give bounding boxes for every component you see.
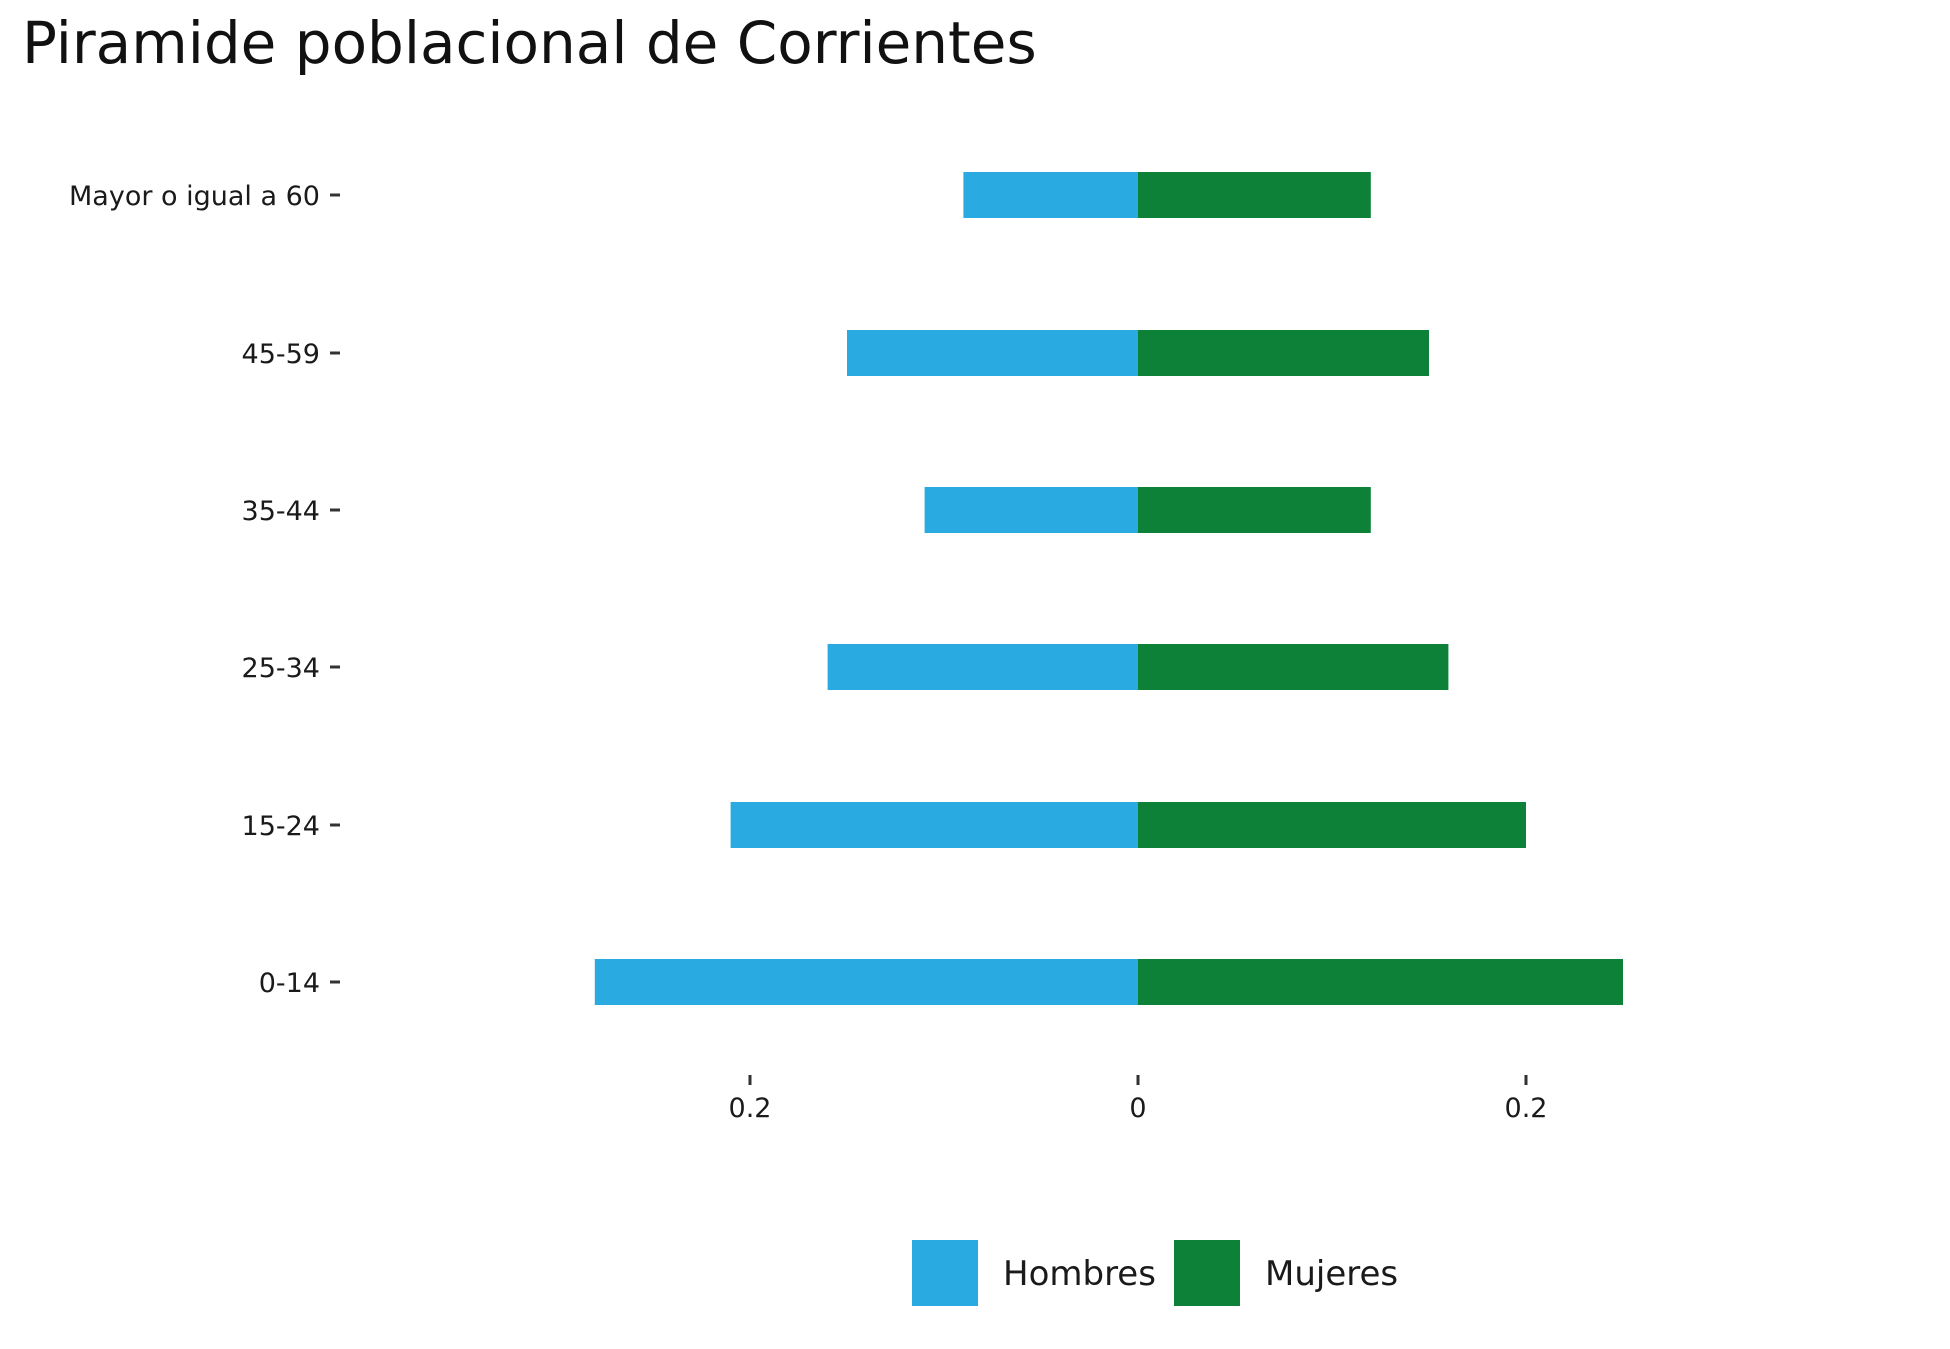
bar-hombres-mayor-o-igual-a-60 (963, 172, 1138, 218)
bars (594, 172, 1623, 1005)
bar-hombres-35-44 (924, 487, 1138, 533)
bar-hombres-25-34 (827, 644, 1138, 690)
legend-label-hombres: Hombres (1003, 1254, 1156, 1294)
bar-mujeres-mayor-o-igual-a-60 (1138, 172, 1371, 218)
chart-title: Piramide poblacional de Corrientes (22, 9, 1037, 77)
x-tick-label: 0 (1129, 1093, 1146, 1124)
y-axis: 0-14 15-24 25-34 35-44 45-59 Mayor o igual a … (69, 181, 340, 999)
bar-hombres-15-24 (730, 802, 1138, 848)
bar-mujeres-15-24 (1138, 802, 1526, 848)
y-tick-label: 0-14 (259, 968, 320, 999)
bar-hombres-0-14 (594, 959, 1138, 1005)
x-tick-label: 0.2 (729, 1093, 772, 1124)
legend-key-mujeres (1174, 1240, 1240, 1306)
x-axis: 0.2 0 0.2 (729, 1075, 1548, 1124)
bar-mujeres-25-34 (1138, 644, 1449, 690)
legend: Hombres Mujeres (912, 1240, 1398, 1306)
bar-mujeres-45-59 (1138, 330, 1429, 376)
legend-label-mujeres: Mujeres (1265, 1254, 1398, 1294)
bar-hombres-45-59 (847, 330, 1138, 376)
y-tick-label: 15-24 (242, 811, 320, 842)
bar-mujeres-0-14 (1138, 959, 1623, 1005)
y-tick-label: 35-44 (242, 496, 320, 527)
y-tick-label: 45-59 (242, 339, 320, 370)
y-tick-label: Mayor o igual a 60 (69, 181, 320, 212)
bar-mujeres-35-44 (1138, 487, 1371, 533)
legend-key-hombres (912, 1240, 978, 1306)
x-tick-label: 0.2 (1505, 1093, 1548, 1124)
y-tick-label: 25-34 (242, 653, 320, 684)
